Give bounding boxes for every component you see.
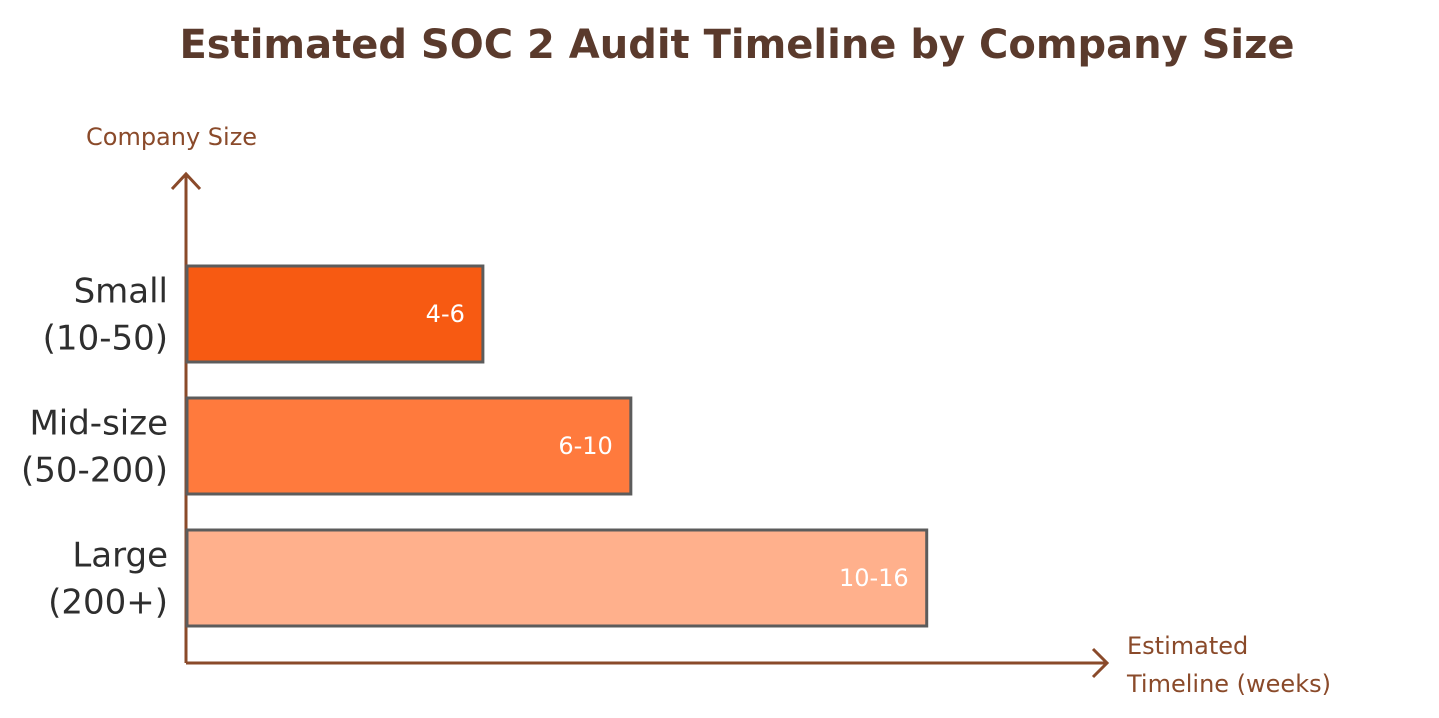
x-axis-label: Estimated Timeline (weeks) (1126, 632, 1331, 698)
category-label-2: Large (200+) (48, 536, 168, 623)
y-axis-label: Company Size (86, 123, 257, 151)
category-label-2-line-1: (200+) (48, 583, 168, 623)
bar-0 (185, 264, 485, 364)
bar-2 (185, 528, 929, 628)
bars-group (185, 264, 929, 628)
x-axis-arrowhead (1091, 647, 1110, 679)
y-axis-arrowhead (170, 171, 202, 191)
x-axis-label-line-1: Estimated (1127, 632, 1248, 660)
value-label-2: 10-16 (839, 564, 909, 592)
category-label-1: Mid-size (50-200) (21, 404, 168, 491)
category-label-0-line-0: Small (74, 272, 168, 312)
value-label-1: 6-10 (558, 432, 612, 460)
category-label-0-line-1: (10-50) (43, 319, 168, 359)
category-label-1-line-0: Mid-size (29, 404, 168, 444)
value-label-0: 4-6 (426, 300, 465, 328)
category-label-0: Small (10-50) (43, 272, 168, 359)
x-axis-label-line-2: Timeline (weeks) (1126, 670, 1331, 698)
category-labels-group: Small (10-50) Mid-size (50-200) Large (200+) (21, 272, 168, 623)
value-labels-group: 4-6 6-10 10-16 (426, 300, 909, 592)
bar-1 (185, 396, 633, 496)
chart-title: Estimated SOC 2 Audit Timeline by Compan… (179, 22, 1294, 68)
category-label-2-line-0: Large (72, 536, 168, 576)
category-label-1-line-1: (50-200) (21, 451, 168, 491)
